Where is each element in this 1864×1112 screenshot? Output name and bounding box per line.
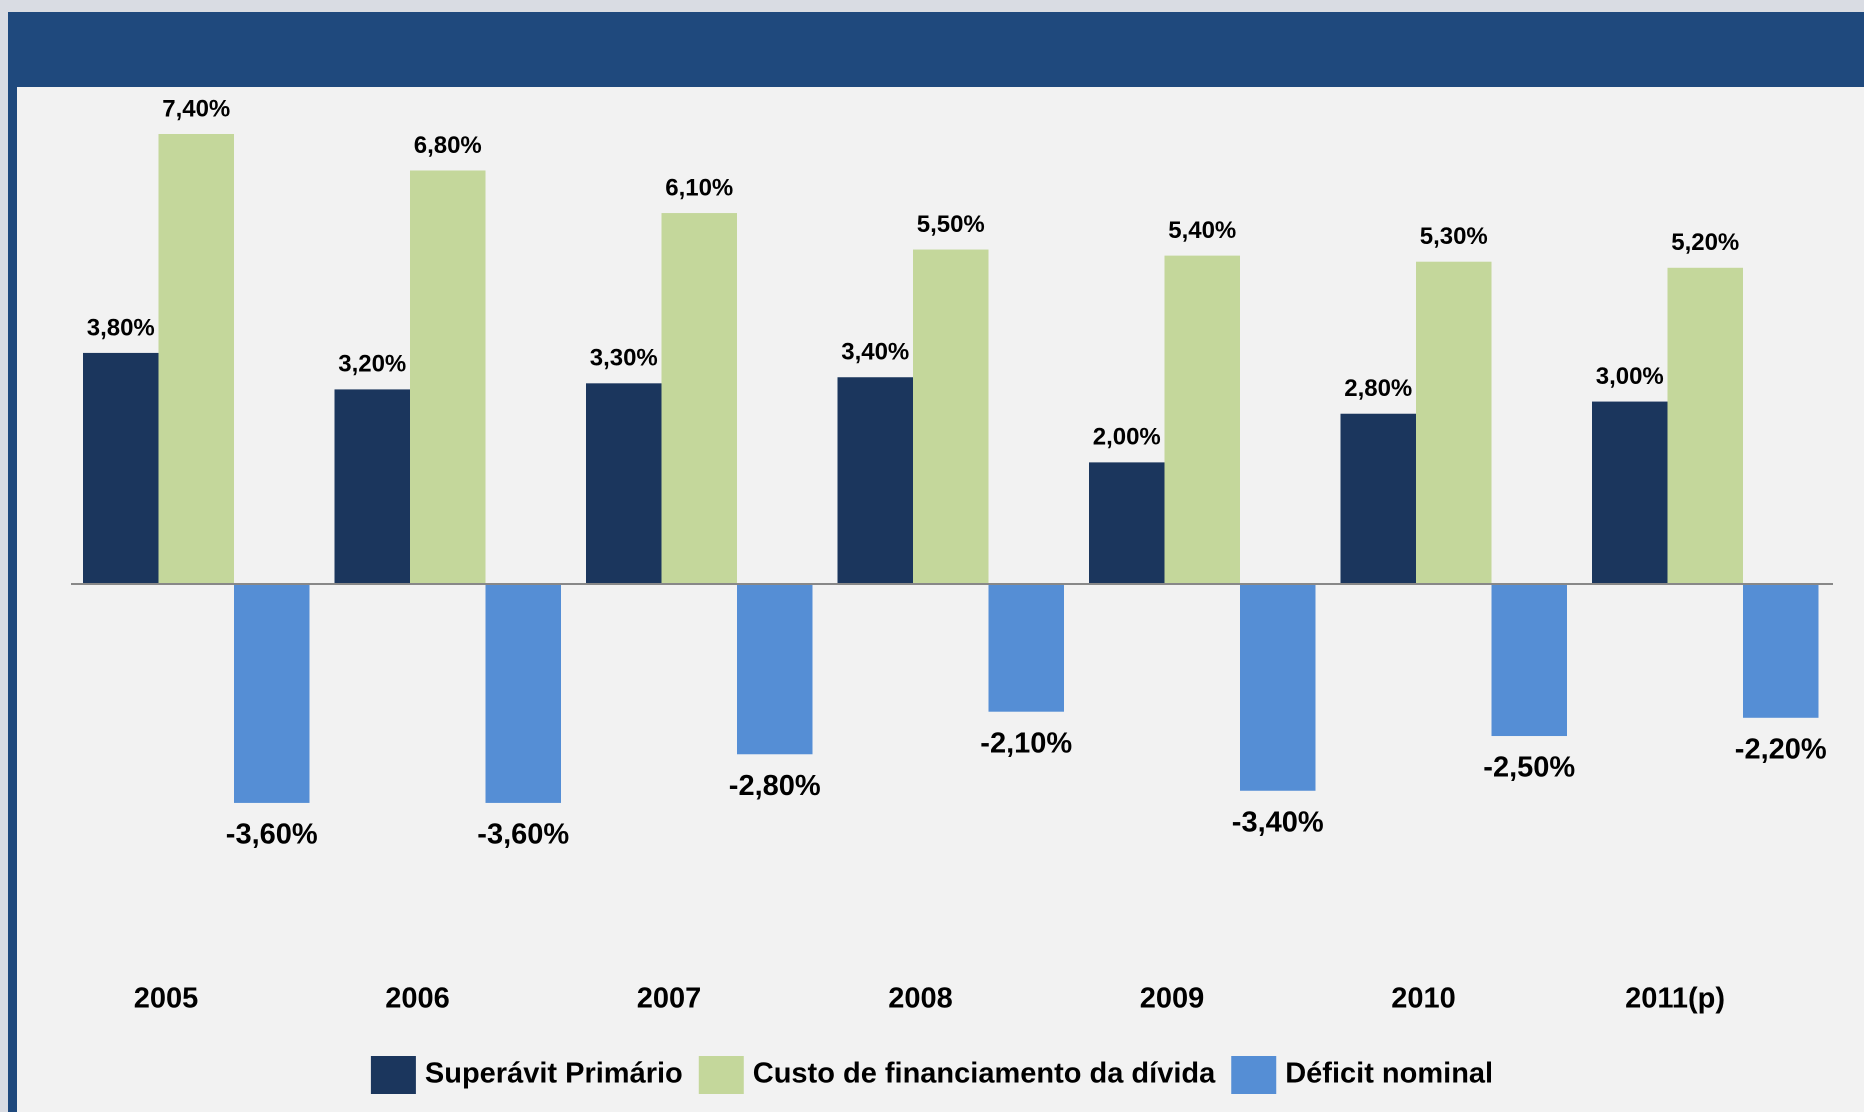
bar bbox=[737, 584, 813, 755]
value-label: 6,80% bbox=[414, 132, 482, 159]
value-label: 3,40% bbox=[841, 339, 909, 366]
bar bbox=[158, 134, 234, 584]
value-label: 2,00% bbox=[1093, 424, 1161, 451]
value-label: -3,60% bbox=[226, 819, 318, 851]
legend-label: Déficit nominal bbox=[1285, 1058, 1493, 1090]
value-label: 3,20% bbox=[338, 351, 406, 378]
bar bbox=[334, 389, 410, 584]
bar bbox=[837, 377, 913, 584]
value-label: 5,50% bbox=[917, 211, 985, 238]
x-tick-label: 2008 bbox=[888, 983, 953, 1015]
value-label: 6,10% bbox=[665, 174, 733, 201]
bar bbox=[410, 170, 486, 584]
bar bbox=[586, 383, 662, 584]
value-label: -2,80% bbox=[729, 770, 821, 802]
bar bbox=[988, 584, 1064, 712]
legend-swatch bbox=[1231, 1056, 1277, 1094]
left-border bbox=[8, 12, 17, 1112]
x-tick-label: 2010 bbox=[1391, 983, 1456, 1015]
bar bbox=[1416, 261, 1492, 584]
bar bbox=[234, 584, 310, 803]
value-label: 5,20% bbox=[1671, 229, 1739, 256]
bar bbox=[485, 584, 561, 803]
bar bbox=[1592, 401, 1668, 584]
bar bbox=[1340, 413, 1416, 584]
x-tick-label: 2005 bbox=[134, 983, 199, 1015]
bar bbox=[1164, 255, 1240, 584]
x-tick-label: 2009 bbox=[1140, 983, 1205, 1015]
header-band bbox=[8, 12, 1864, 87]
value-label: -3,40% bbox=[1232, 806, 1324, 838]
value-label: 2,80% bbox=[1344, 375, 1412, 402]
value-label: 5,30% bbox=[1420, 223, 1488, 250]
value-label: 7,40% bbox=[162, 95, 230, 122]
value-label: 3,30% bbox=[590, 345, 658, 372]
value-label: -2,10% bbox=[980, 727, 1072, 759]
x-tick-label: 2007 bbox=[637, 983, 702, 1015]
legend-swatch bbox=[698, 1056, 744, 1094]
x-tick-label: 2011(p) bbox=[1625, 983, 1725, 1015]
bar bbox=[1089, 462, 1165, 584]
value-label: -2,20% bbox=[1735, 733, 1827, 765]
legend-label: Custo de financiamento da dívida bbox=[753, 1058, 1216, 1090]
value-label: 5,40% bbox=[1168, 217, 1236, 244]
value-label: 3,80% bbox=[87, 314, 155, 341]
legend-label: Superávit Primário bbox=[425, 1058, 683, 1090]
bar bbox=[83, 352, 159, 584]
bar bbox=[1743, 584, 1819, 718]
bar bbox=[661, 213, 737, 584]
x-tick-label: 2006 bbox=[385, 983, 450, 1015]
legend-swatch bbox=[370, 1056, 416, 1094]
value-label: 3,00% bbox=[1596, 363, 1664, 390]
bar bbox=[1667, 267, 1743, 584]
bar bbox=[1491, 584, 1567, 737]
value-label: -3,60% bbox=[477, 819, 569, 851]
bar bbox=[913, 249, 989, 585]
bar bbox=[1240, 584, 1316, 791]
value-label: -2,50% bbox=[1483, 752, 1575, 784]
